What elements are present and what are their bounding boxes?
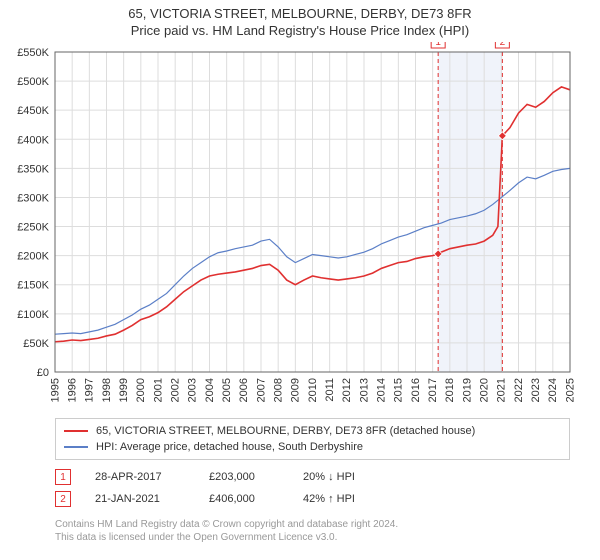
svg-text:2021: 2021 xyxy=(496,378,508,402)
svg-text:£350K: £350K xyxy=(17,163,49,175)
svg-text:1999: 1999 xyxy=(118,378,130,402)
transaction-diff: 42% ↑ HPI xyxy=(303,493,383,505)
svg-text:2014: 2014 xyxy=(375,378,387,402)
svg-text:2007: 2007 xyxy=(255,378,267,402)
svg-text:2018: 2018 xyxy=(444,378,456,402)
chart-footer: Contains HM Land Registry data © Crown c… xyxy=(55,518,570,544)
transaction-diff: 20% ↓ HPI xyxy=(303,471,383,483)
legend-swatch-property xyxy=(64,430,88,432)
svg-text:2001: 2001 xyxy=(152,378,164,402)
svg-text:2010: 2010 xyxy=(307,378,319,402)
svg-text:2023: 2023 xyxy=(530,378,542,402)
transaction-date: 28-APR-2017 xyxy=(95,471,185,483)
svg-text:2019: 2019 xyxy=(461,378,473,402)
transaction-marker: 2 xyxy=(55,491,71,507)
legend-label-hpi: HPI: Average price, detached house, Sout… xyxy=(96,441,363,453)
legend: 65, VICTORIA STREET, MELBOURNE, DERBY, D… xyxy=(55,418,570,460)
svg-text:£50K: £50K xyxy=(23,338,49,350)
svg-text:2011: 2011 xyxy=(324,378,336,402)
svg-text:1998: 1998 xyxy=(101,378,113,402)
svg-text:2013: 2013 xyxy=(358,378,370,402)
legend-label-property: 65, VICTORIA STREET, MELBOURNE, DERBY, D… xyxy=(96,425,475,437)
transaction-row: 2 21-JAN-2021 £406,000 42% ↑ HPI xyxy=(55,488,570,510)
svg-text:2017: 2017 xyxy=(427,378,439,402)
transaction-price: £406,000 xyxy=(209,493,279,505)
svg-text:2016: 2016 xyxy=(410,378,422,402)
svg-text:2020: 2020 xyxy=(478,378,490,402)
svg-text:£150K: £150K xyxy=(17,280,49,292)
svg-text:£100K: £100K xyxy=(17,309,49,321)
legend-swatch-hpi xyxy=(64,446,88,448)
svg-text:2015: 2015 xyxy=(393,378,405,402)
svg-text:2022: 2022 xyxy=(513,378,525,402)
chart-subtitle: Price paid vs. HM Land Registry's House … xyxy=(0,23,600,38)
svg-text:£200K: £200K xyxy=(17,251,49,263)
legend-item-property: 65, VICTORIA STREET, MELBOURNE, DERBY, D… xyxy=(64,423,561,439)
svg-text:£550K: £550K xyxy=(17,47,49,59)
svg-text:2004: 2004 xyxy=(204,378,216,402)
svg-text:1996: 1996 xyxy=(66,378,78,402)
svg-text:£0: £0 xyxy=(37,367,49,379)
chart-title-address: 65, VICTORIA STREET, MELBOURNE, DERBY, D… xyxy=(0,6,600,21)
svg-text:2009: 2009 xyxy=(290,378,302,402)
chart-container: 65, VICTORIA STREET, MELBOURNE, DERBY, D… xyxy=(0,0,600,544)
svg-text:1995: 1995 xyxy=(49,378,61,402)
svg-text:2005: 2005 xyxy=(221,378,233,402)
svg-text:1: 1 xyxy=(435,42,441,48)
transaction-row: 1 28-APR-2017 £203,000 20% ↓ HPI xyxy=(55,466,570,488)
line-chart-svg: £0 £50K £100K £150K £200K £250K £300K £350K £400… xyxy=(0,42,600,412)
svg-text:2008: 2008 xyxy=(272,378,284,402)
svg-text:2012: 2012 xyxy=(341,378,353,402)
svg-text:£450K: £450K xyxy=(17,105,49,117)
transaction-marker: 1 xyxy=(55,469,71,485)
transaction-date: 21-JAN-2021 xyxy=(95,493,185,505)
svg-text:2024: 2024 xyxy=(547,378,559,402)
legend-item-hpi: HPI: Average price, detached house, Sout… xyxy=(64,439,561,455)
svg-text:£400K: £400K xyxy=(17,134,49,146)
footer-copyright: Contains HM Land Registry data © Crown c… xyxy=(55,518,570,531)
svg-text:2003: 2003 xyxy=(187,378,199,402)
svg-text:£300K: £300K xyxy=(17,192,49,204)
footer-licence: This data is licensed under the Open Gov… xyxy=(55,531,570,544)
svg-text:2006: 2006 xyxy=(238,378,250,402)
transaction-price: £203,000 xyxy=(209,471,279,483)
svg-text:2025: 2025 xyxy=(564,378,576,402)
svg-text:£500K: £500K xyxy=(17,76,49,88)
svg-text:2000: 2000 xyxy=(135,378,147,402)
title-block: 65, VICTORIA STREET, MELBOURNE, DERBY, D… xyxy=(0,0,600,42)
chart-area: £0 £50K £100K £150K £200K £250K £300K £350K £400… xyxy=(0,42,600,412)
svg-text:1997: 1997 xyxy=(84,378,96,402)
transaction-table: 1 28-APR-2017 £203,000 20% ↓ HPI 2 21-JA… xyxy=(55,466,570,510)
svg-text:2002: 2002 xyxy=(169,378,181,402)
svg-text:£250K: £250K xyxy=(17,222,49,234)
svg-text:2: 2 xyxy=(500,42,506,48)
